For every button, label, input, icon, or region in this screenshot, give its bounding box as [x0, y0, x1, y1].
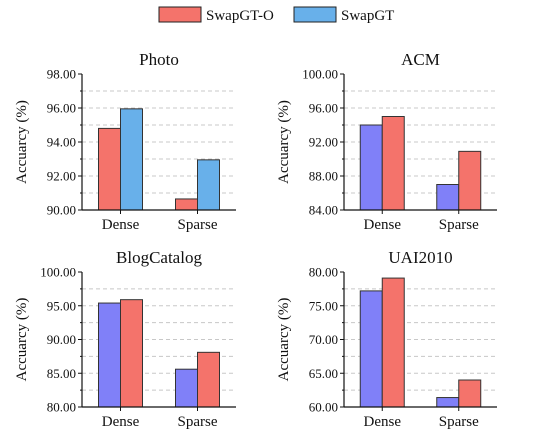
- x-tick-label: Dense: [364, 217, 402, 233]
- y-tick-label: 90.00: [47, 203, 76, 218]
- chart-panel-1: 90.00 92.00 94.00 96.00 98.00 Dense Sparse Phot…: [14, 50, 236, 233]
- panel-title: UAI2010: [388, 248, 452, 267]
- bar-series-1-dense: [98, 302, 121, 408]
- y-axis-label: Accuarcy (%): [276, 100, 292, 184]
- y-axis-label: Accuarcy (%): [14, 298, 30, 382]
- y-tick-label: 75.00: [309, 298, 338, 313]
- y-tick-label: 70.00: [309, 332, 338, 347]
- x-tick-label: Sparse: [439, 217, 479, 233]
- y-tick-label: 96.00: [309, 101, 338, 116]
- legend-swatch-1: [158, 6, 202, 23]
- y-tick-label: 88.00: [309, 169, 338, 184]
- panel-title: Photo: [139, 50, 179, 69]
- bar-series-1-dense: [98, 127, 121, 211]
- bar-series-2-sparse: [458, 150, 482, 211]
- y-tick-label: 92.00: [47, 169, 76, 184]
- y-tick-label: 92.00: [309, 135, 338, 150]
- bar-series-2-dense: [120, 299, 143, 408]
- chart-panel-2: 84.00 88.00 92.00 96.00 100.00 Dense Sparse ACM…: [276, 50, 497, 233]
- y-tick-label: 96.00: [47, 101, 76, 116]
- panel-title: BlogCatalog: [116, 248, 202, 267]
- y-tick-label: 60.00: [309, 400, 338, 415]
- bar-series-2-sparse: [458, 379, 482, 408]
- bar-series-2-dense: [120, 108, 143, 211]
- legend-label-2: SwapGT: [341, 8, 394, 24]
- x-tick-label: Dense: [364, 414, 402, 430]
- y-tick-label: 100.00: [40, 265, 76, 280]
- y-tick-label: 90.00: [47, 332, 76, 347]
- y-tick-label: 100.00: [302, 67, 338, 82]
- panel-title: ACM: [401, 50, 440, 69]
- y-tick-label: 65.00: [309, 366, 338, 381]
- x-tick-label: Dense: [102, 217, 140, 233]
- y-tick-label: 98.00: [47, 67, 76, 82]
- y-tick-label: 94.00: [47, 135, 76, 150]
- bar-series-1-sparse: [175, 198, 198, 211]
- bar-series-2-dense: [381, 116, 405, 211]
- x-tick-label: Sparse: [439, 414, 479, 430]
- y-axis-label: Accuarcy (%): [276, 298, 292, 382]
- bar-series-2-sparse: [197, 159, 220, 211]
- bar-series-2-sparse: [197, 351, 220, 408]
- chart-panels: 90.00 92.00 94.00 96.00 98.00 Dense Sparse Phot…: [14, 50, 497, 430]
- x-tick-label: Sparse: [178, 217, 218, 233]
- bar-series-1-dense: [359, 124, 383, 211]
- legend-item-1: SwapGT-O: [158, 6, 274, 24]
- y-tick-label: 95.00: [47, 298, 76, 313]
- bar-series-1-dense: [359, 290, 383, 408]
- chart-panel-4: 60.00 65.00 70.00 75.00 80.00 Dense Sparse UAI2…: [276, 248, 497, 430]
- y-tick-label: 80.00: [47, 400, 76, 415]
- bar-series-1-sparse: [175, 368, 198, 408]
- y-tick-label: 80.00: [309, 265, 338, 280]
- legend-swatch-2: [293, 6, 337, 23]
- bar-series-1-sparse: [436, 184, 460, 211]
- legend: SwapGT-O SwapGT: [158, 6, 394, 24]
- y-tick-label: 84.00: [309, 203, 338, 218]
- legend-label-1: SwapGT-O: [206, 8, 274, 24]
- y-tick-label: 85.00: [47, 366, 76, 381]
- x-tick-label: Dense: [102, 414, 140, 430]
- legend-item-2: SwapGT: [293, 6, 394, 24]
- chart-panel-3: 80.00 85.00 90.00 95.00 100.00 Dense Sparse Blo…: [14, 248, 236, 430]
- x-tick-label: Sparse: [178, 414, 218, 430]
- bar-series-1-sparse: [436, 397, 460, 408]
- bar-series-2-dense: [381, 277, 405, 408]
- y-axis-label: Accuarcy (%): [14, 100, 30, 184]
